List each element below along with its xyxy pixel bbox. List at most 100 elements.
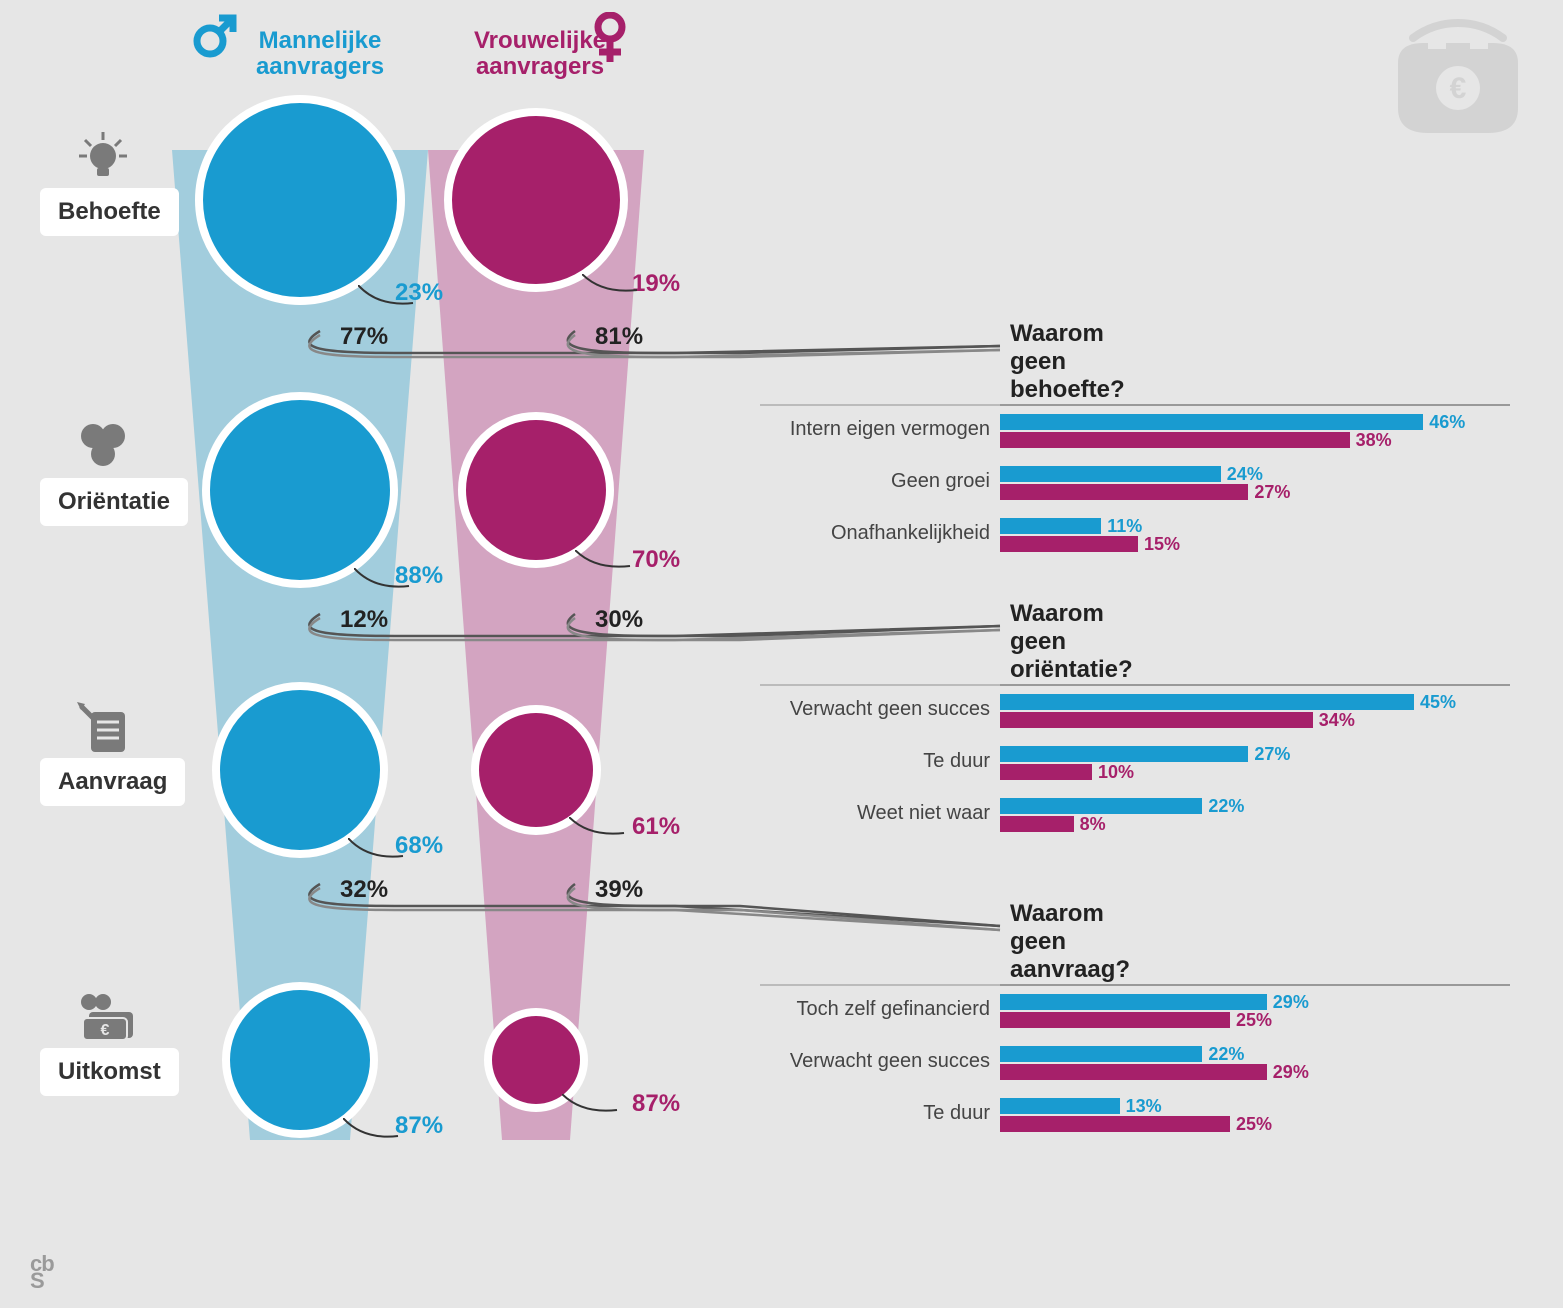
male-circle-orientatie (202, 392, 398, 588)
female-bar: 8% (1000, 816, 1074, 832)
male-bar-value: 13% (1126, 1096, 1162, 1117)
male-bar: 29% (1000, 994, 1267, 1010)
female-tick-orientatie (575, 550, 645, 580)
reason-title-2: Waarom geen aanvraag? (760, 900, 1510, 986)
infographic-canvas: € Mannelijke aanvragers Vrouwelijke aanv… (0, 0, 1563, 1308)
ideas-icon (75, 420, 131, 475)
reason-bars: 13%25% (1000, 1096, 1500, 1136)
stage-label-behoefte: Behoefte (40, 188, 179, 236)
female-bar: 10% (1000, 764, 1092, 780)
male-bar: 13% (1000, 1098, 1120, 1114)
male-bar-value: 22% (1208, 1044, 1244, 1065)
male-circle-behoefte (195, 95, 405, 305)
female-bar-value: 25% (1236, 1114, 1272, 1135)
reason-label: Weet niet waar (760, 796, 1000, 825)
reason-bars: 27%10% (1000, 744, 1500, 784)
reason-group-0: Waarom geen behoefte?Intern eigen vermog… (760, 320, 1500, 562)
male-bar: 22% (1000, 798, 1202, 814)
female-exit-pct-orientatie: 30% (595, 606, 643, 634)
male-bar: 24% (1000, 466, 1221, 482)
reason-row: Verwacht geen succes22%29% (760, 1044, 1500, 1090)
reason-label: Toch zelf gefinancierd (760, 992, 1000, 1021)
female-bar: 38% (1000, 432, 1350, 448)
female-bar-value: 25% (1236, 1010, 1272, 1031)
reason-row: Te duur13%25% (760, 1096, 1500, 1142)
female-bar: 34% (1000, 712, 1313, 728)
male-exit-pct-orientatie: 12% (340, 606, 388, 634)
male-circle-uitkomst (222, 982, 378, 1138)
female-bar: 25% (1000, 1116, 1230, 1132)
female-bar-value: 8% (1080, 814, 1106, 835)
female-tick-uitkomst (562, 1094, 632, 1124)
male-bar: 45% (1000, 694, 1414, 710)
reason-title-1: Waarom geen oriëntatie? (760, 600, 1510, 686)
stage-label-uitkomst: Uitkomst (40, 1048, 179, 1096)
female-tick-behoefte (582, 274, 652, 304)
cbs-logo: cbS (30, 1255, 54, 1290)
male-bar: 27% (1000, 746, 1248, 762)
female-continue-pct-aanvraag: 61% (632, 813, 680, 841)
reason-row: Weet niet waar22%8% (760, 796, 1500, 842)
reason-label: Te duur (760, 744, 1000, 773)
reason-label: Onafhankelijkheid (760, 516, 1000, 545)
female-bar-value: 29% (1273, 1062, 1309, 1083)
reason-row: Geen groei24% 27% (760, 464, 1500, 510)
male-bar-value: 46% (1429, 412, 1465, 433)
male-bar-value: 45% (1420, 692, 1456, 713)
female-exit-pct-behoefte: 81% (595, 323, 643, 351)
reason-bars: 11%15% (1000, 516, 1500, 556)
reason-bars: 46%38% (1000, 412, 1500, 452)
reason-row: Toch zelf gefinancierd29%25% (760, 992, 1500, 1038)
female-circle-aanvraag (471, 705, 601, 835)
reason-group-2: Waarom geen aanvraag?Toch zelf gefinanci… (760, 900, 1500, 1142)
female-bar: 29% (1000, 1064, 1267, 1080)
female-bar-value: 34% (1319, 710, 1355, 731)
male-tick-behoefte (358, 285, 428, 315)
svg-text:€: € (101, 1022, 110, 1039)
lightbulb-icon (75, 130, 131, 191)
female-bar: 25% (1000, 1012, 1230, 1028)
reason-bars: 22%8% (1000, 796, 1500, 836)
male-bar: 11% (1000, 518, 1101, 534)
male-bar-value: 27% (1254, 744, 1290, 765)
female-exit-pct-aanvraag: 39% (595, 876, 643, 904)
stage-label-orientatie: Oriëntatie (40, 478, 188, 526)
reason-row: Verwacht geen succes45%34% (760, 692, 1500, 738)
female-bar: 15% (1000, 536, 1138, 552)
reason-title-0: Waarom geen behoefte? (760, 320, 1510, 406)
male-exit-pct-aanvraag: 32% (340, 876, 388, 904)
reason-label: Te duur (760, 1096, 1000, 1125)
male-bar: 46% (1000, 414, 1423, 430)
female-bar-value: 38% (1356, 430, 1392, 451)
reason-label: Intern eigen vermogen (760, 412, 1000, 441)
reason-bars: 24% 27% (1000, 464, 1500, 504)
reason-bars: 22%29% (1000, 1044, 1500, 1084)
stage-label-aanvraag: Aanvraag (40, 758, 185, 806)
male-bar: 22% (1000, 1046, 1202, 1062)
form-icon (75, 700, 135, 761)
reason-row: Intern eigen vermogen46%38% (760, 412, 1500, 458)
female-bar: 27% (1000, 484, 1248, 500)
female-bar-value: 27% (1254, 482, 1290, 503)
reason-row: Te duur27%10% (760, 744, 1500, 790)
female-circle-behoefte (444, 108, 628, 292)
male-bar-value: 11% (1107, 516, 1142, 537)
reason-label: Verwacht geen succes (760, 1044, 1000, 1073)
female-tick-aanvraag (569, 817, 639, 847)
reason-group-1: Waarom geen oriëntatie?Verwacht geen suc… (760, 600, 1500, 842)
female-continue-pct-uitkomst: 87% (632, 1090, 680, 1118)
reason-label: Verwacht geen succes (760, 692, 1000, 721)
male-exit-pct-behoefte: 77% (340, 323, 388, 351)
male-bar-value: 29% (1273, 992, 1309, 1013)
male-tick-orientatie (354, 568, 424, 598)
reason-label: Geen groei (760, 464, 1000, 493)
male-tick-uitkomst (343, 1118, 413, 1148)
female-bar-value: 10% (1098, 762, 1134, 783)
male-bar-value: 22% (1208, 796, 1244, 817)
reason-row: Onafhankelijkheid11%15% (760, 516, 1500, 562)
reason-bars: 45%34% (1000, 692, 1500, 732)
money-icon: € (75, 990, 139, 1047)
male-tick-aanvraag (348, 838, 418, 868)
male-circle-aanvraag (212, 682, 388, 858)
female-bar-value: 15% (1144, 534, 1180, 555)
